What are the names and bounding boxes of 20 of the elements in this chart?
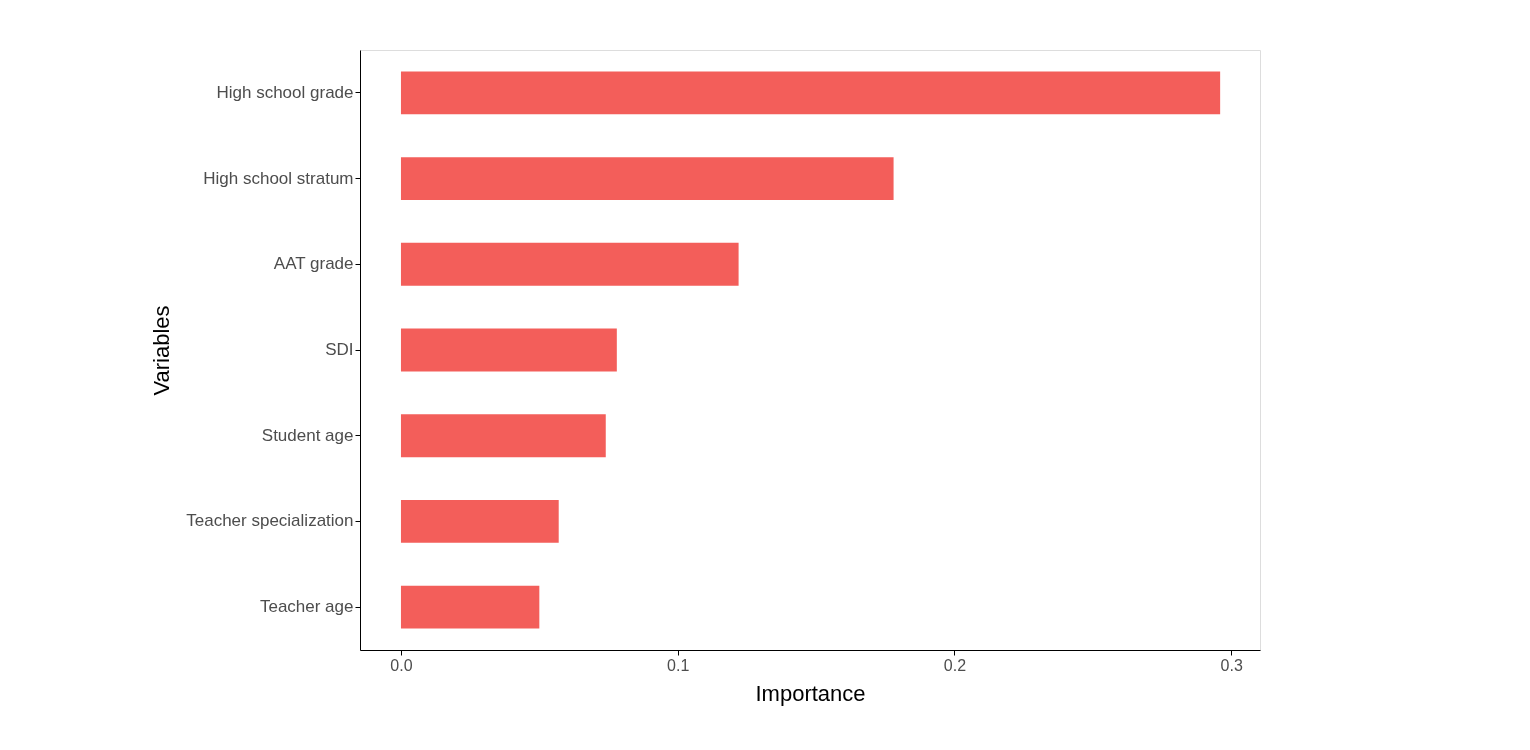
bar (400, 414, 606, 458)
y-tick-label: Student age (261, 425, 354, 445)
y-tick-label: High school grade (216, 82, 354, 102)
y-axis-title: Variables (149, 305, 175, 396)
x-tick-label: 0.1 (667, 656, 690, 674)
y-tick-label: AAT grade (273, 254, 354, 274)
bar (400, 500, 559, 543)
x-tick-label: 0.3 (1220, 656, 1243, 674)
bar (400, 242, 739, 286)
y-tick-label: Teacher specialization (186, 511, 354, 531)
y-tick-label: High school stratum (203, 168, 354, 188)
bar (400, 71, 1221, 115)
bar (400, 328, 617, 372)
x-tick-label: 0.2 (943, 656, 967, 674)
bar (400, 585, 540, 629)
y-tick-label: Teacher age (259, 597, 354, 617)
bar (400, 157, 894, 200)
x-tick-label: 0.0 (390, 656, 413, 674)
y-tick-label: SDI (325, 340, 354, 359)
x-axis-title: Importance (755, 680, 866, 706)
